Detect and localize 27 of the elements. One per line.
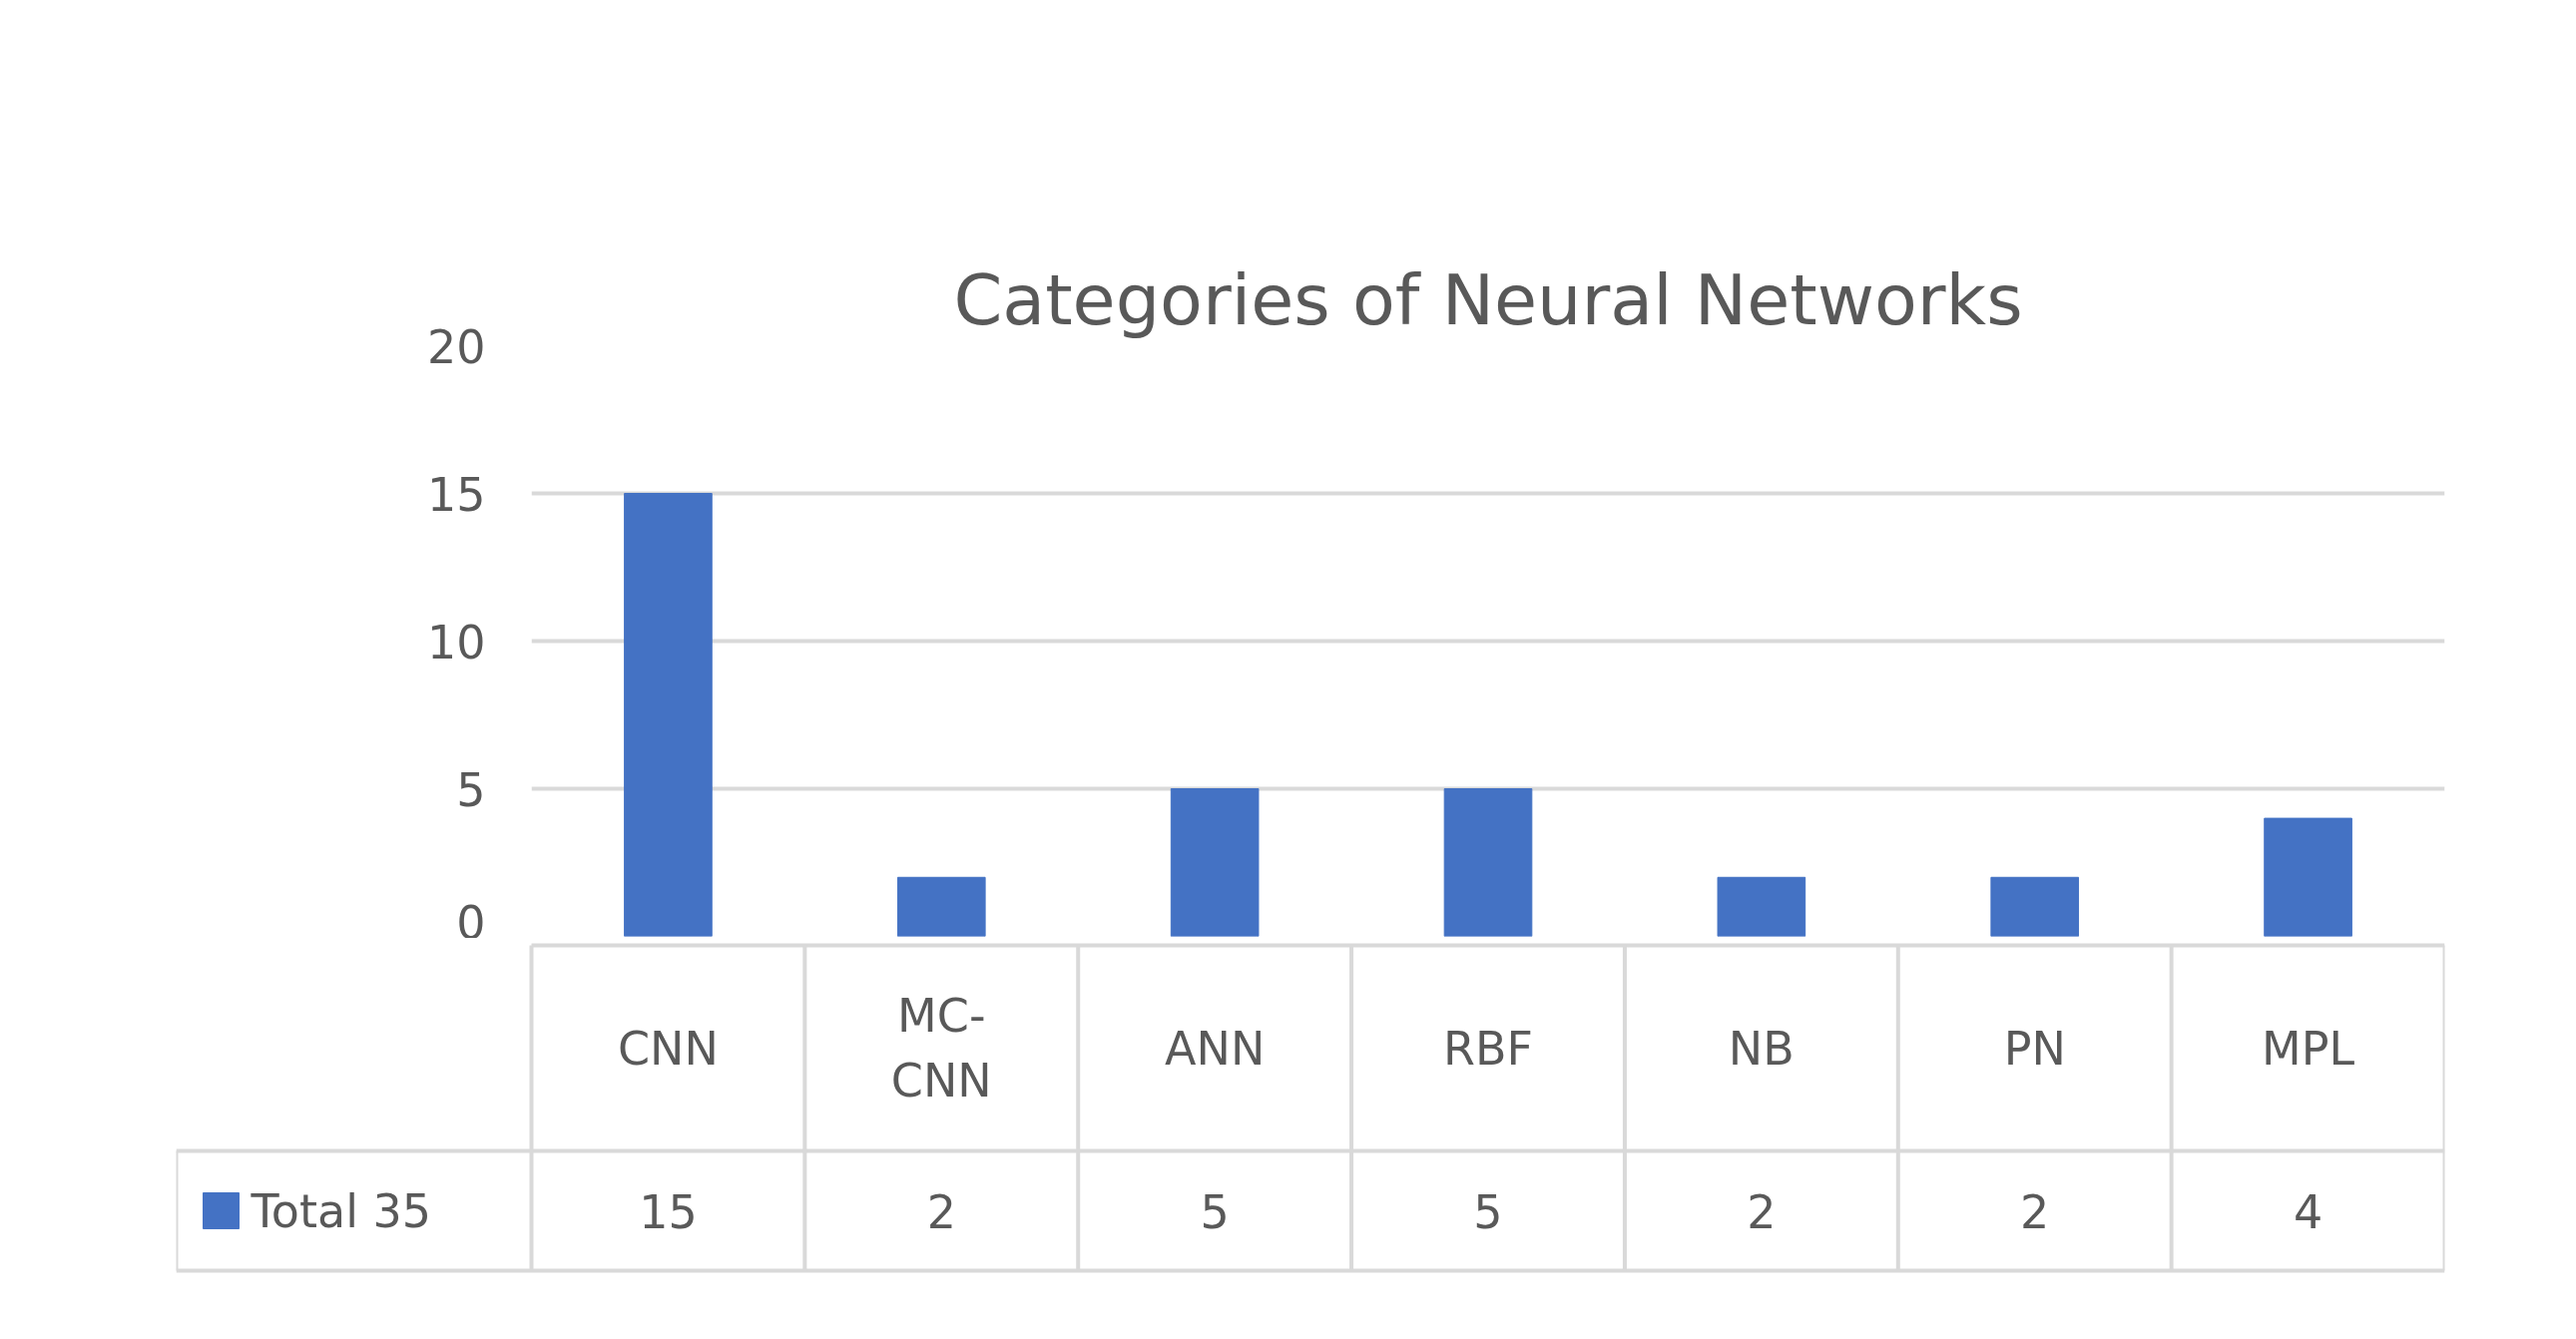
x-tick-label: CNN (617, 1021, 719, 1076)
data-label: 2 (1747, 1184, 1777, 1239)
data-label: 5 (1200, 1184, 1230, 1239)
x-tick-label: PN (2003, 1021, 2066, 1076)
bar (2264, 817, 2352, 937)
data-label: 5 (1473, 1184, 1503, 1239)
bar (1990, 876, 2080, 937)
data-label: 15 (639, 1184, 698, 1239)
x-tick-label: MPL (2262, 1021, 2355, 1076)
x-tick-label: MC-CNN (890, 989, 992, 1108)
y-tick-label: 5 (456, 762, 486, 817)
y-tick-label: 15 (426, 467, 486, 522)
bar (1443, 788, 1533, 937)
data-label: 4 (2293, 1184, 2323, 1239)
y-tick-label: 10 (426, 615, 486, 670)
bar (624, 493, 713, 937)
bar (1170, 788, 1260, 937)
x-tick-label: RBF (1443, 1021, 1533, 1076)
legend-label: Total 35 (250, 1183, 432, 1238)
chart-title: Categories of Neural Networks (953, 258, 2023, 341)
bar (1717, 876, 1806, 937)
data-label: 2 (926, 1184, 956, 1239)
x-tick-label: ANN (1165, 1021, 1266, 1076)
y-tick-label: 20 (426, 319, 486, 374)
data-label: 2 (2020, 1184, 2050, 1239)
bar (896, 876, 986, 937)
x-tick-label: NB (1728, 1021, 1795, 1076)
